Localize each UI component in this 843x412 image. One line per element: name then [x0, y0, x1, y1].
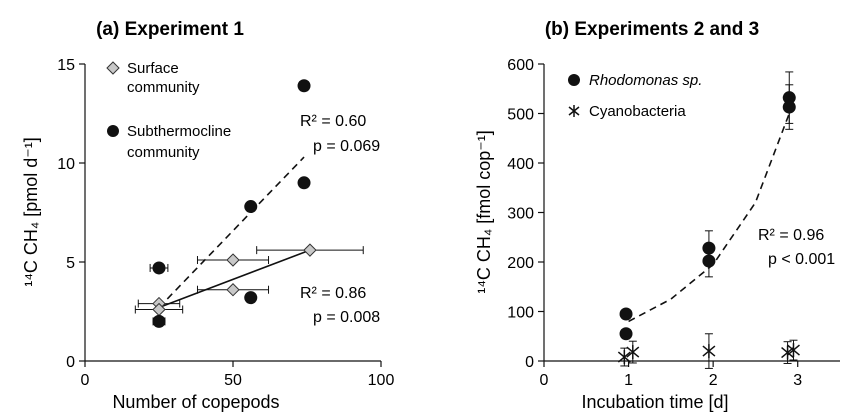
- legend-marker-cyanobacteria: [568, 105, 580, 117]
- panel-b-asterisk-stroke: [626, 346, 640, 358]
- legend-label-surface-line2: community: [127, 79, 200, 96]
- panel-b-x-tick-label: 2: [709, 372, 718, 389]
- panel-b-plot: 0 1 2 3 0 100 200 300 400 500 600: [507, 57, 840, 389]
- panel-a-y-tick-label: 15: [57, 57, 75, 74]
- panel-b-y-tick-label: 100: [507, 305, 534, 322]
- annot-a-r2-sub: R² = 0.60: [300, 113, 366, 130]
- panel-b-y-tick-label: 0: [525, 354, 534, 371]
- panel-a-data-point: [152, 314, 166, 328]
- panel-a-x-tick-label: 100: [368, 372, 395, 389]
- panel-b-data-point: [619, 327, 633, 341]
- panel-a-data-point: [297, 79, 311, 93]
- panel-a-fit-line-0: [158, 249, 311, 309]
- panel-b-xlabel: Incubation time [d]: [581, 392, 728, 412]
- panel-a-annotations: R² = 0.60 p = 0.069 R² = 0.86 p = 0.008: [300, 113, 380, 326]
- panel-b-data-point: [787, 343, 800, 358]
- panel-a-x-tick-label: 50: [224, 372, 242, 389]
- legend-marker-rhodomonas: [568, 74, 580, 86]
- panel-b-asterisk-stroke: [787, 344, 800, 356]
- annot-b-p: p < 0.001: [768, 251, 835, 268]
- panel-b-y-tick-label: 300: [507, 206, 534, 223]
- legend-label-subthermocline-line1: Subthermocline: [127, 123, 231, 140]
- legend-label-cyanobacteria: Cyanobacteria: [589, 103, 686, 120]
- panel-a-plot: 0 50 100 0 5 10 15: [57, 57, 394, 389]
- panel-b-legend: Rhodomonas sp. Cyanobacteria: [568, 72, 702, 120]
- panel-a-xlabel: Number of copepods: [112, 392, 279, 412]
- panel-a-y-tick-label: 0: [66, 354, 75, 371]
- panel-b-data-point: [619, 307, 633, 321]
- panel-b-y-tick-label: 200: [507, 255, 534, 272]
- legend-label-surface-line1: Surface: [127, 60, 179, 77]
- panel-b-asterisk-stroke: [702, 345, 716, 357]
- panel-b-data-point: [781, 345, 795, 360]
- panel-b-title: (b) Experiments 2 and 3: [545, 19, 759, 40]
- annot-a-p-surface: p = 0.008: [313, 309, 380, 326]
- legend-label-rhodomonas: Rhodomonas sp.: [589, 72, 702, 89]
- annot-a-p-sub: p = 0.069: [313, 138, 380, 155]
- panel-a-title: (a) Experiment 1: [96, 19, 244, 40]
- panel-a-data-point: [152, 261, 166, 275]
- panel-b-data-point: [626, 345, 640, 360]
- panel-a-data-point: [226, 283, 240, 297]
- panel-a-legend: Surface community Subthermocline communi…: [106, 60, 231, 161]
- legend-marker-surface: [106, 61, 120, 75]
- panel-a-x-tick-label: 0: [81, 372, 90, 389]
- panel-b-fit-line-0: [628, 113, 791, 323]
- panel-b-y-tick-label: 400: [507, 156, 534, 173]
- panel-b-data-point: [782, 100, 796, 114]
- panel-b: (b) Experiments 2 and 3 Rhodomonas sp. C…: [474, 19, 840, 412]
- panel-b-x-tick-label: 3: [793, 372, 802, 389]
- panel-b-y-tick-label: 600: [507, 57, 534, 74]
- panel-b-data-point: [702, 344, 716, 359]
- panel-b-data-point: [702, 254, 716, 268]
- panel-b-data-point: [617, 350, 631, 365]
- panel-b-ylabel: ¹⁴C CH₄ [fmol cop⁻¹]: [474, 130, 494, 294]
- legend-label-subthermocline-line2: community: [127, 144, 200, 161]
- annot-b-r2: R² = 0.96: [758, 227, 824, 244]
- panel-a-y-tick-label: 5: [66, 255, 75, 272]
- panel-a-data-point: [244, 200, 258, 214]
- annot-a-r2-surface: R² = 0.86: [300, 285, 366, 302]
- panel-a: (a) Experiment 1 Surface community Subth…: [21, 19, 394, 412]
- panel-a-data-point: [297, 176, 311, 190]
- panel-a-data-point: [226, 253, 240, 267]
- panel-b-x-tick-label: 1: [624, 372, 633, 389]
- panel-b-annotations: R² = 0.96 p < 0.001: [758, 227, 835, 268]
- panel-a-fit-line-1: [158, 156, 305, 309]
- panel-b-asterisk-stroke: [617, 351, 631, 363]
- panel-a-data-point: [244, 291, 258, 305]
- panel-a-ylabel: ¹⁴C CH₄ [pmol d⁻¹]: [21, 137, 41, 287]
- panel-a-y-tick-label: 10: [57, 156, 75, 173]
- panel-b-x-tick-label: 0: [540, 372, 549, 389]
- panel-a-data-point: [303, 243, 317, 257]
- panel-b-y-tick-label: 500: [507, 107, 534, 124]
- legend-marker-subthermocline: [107, 125, 119, 137]
